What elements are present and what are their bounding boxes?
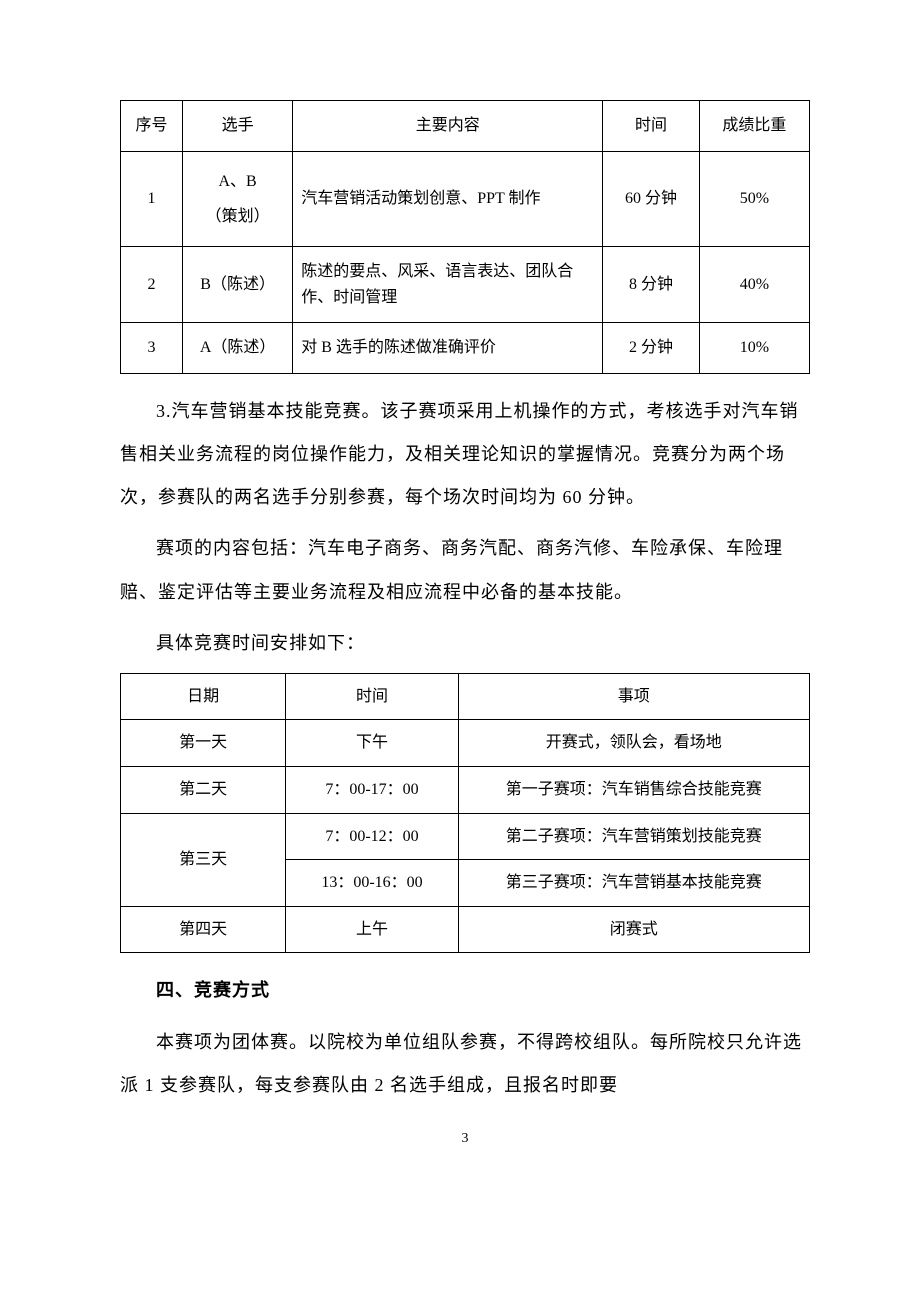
table-row: 第四天 上午 闭赛式 (121, 906, 810, 953)
th-time: 时间 (603, 101, 699, 152)
cell-content: 汽车营销活动策划创意、PPT 制作 (293, 151, 603, 246)
cell-seq: 3 (121, 323, 183, 374)
paragraph-3: 具体竞赛时间安排如下： (120, 622, 810, 665)
page-number: 3 (120, 1131, 810, 1147)
heading-4: 四、竞赛方式 (120, 969, 810, 1012)
table-row: 1 A、B （策划） 汽车营销活动策划创意、PPT 制作 60 分钟 50% (121, 151, 810, 246)
cell-item: 第二子赛项：汽车营销策划技能竞赛 (458, 813, 809, 860)
cell-day: 第三天 (121, 813, 286, 906)
cell-item: 第一子赛项：汽车销售综合技能竞赛 (458, 767, 809, 814)
cell-player: A、B （策划） (183, 151, 293, 246)
document-page: 序号 选手 主要内容 时间 成绩比重 1 A、B （策划） 汽车营销活动策划创意、… (0, 0, 920, 1187)
cell-time: 2 分钟 (603, 323, 699, 374)
table-competition-1: 序号 选手 主要内容 时间 成绩比重 1 A、B （策划） 汽车营销活动策划创意、… (120, 100, 810, 374)
cell-item: 闭赛式 (458, 906, 809, 953)
table-row: 第三天 7：00-12：00 第二子赛项：汽车营销策划技能竞赛 (121, 813, 810, 860)
cell-text: A、B (219, 173, 257, 190)
table-row: 第一天 下午 开赛式，领队会，看场地 (121, 720, 810, 767)
paragraph-1: 3.汽车营销基本技能竞赛。该子赛项采用上机操作的方式，考核选手对汽车销售相关业务… (120, 390, 810, 520)
table-schedule: 日期 时间 事项 第一天 下午 开赛式，领队会，看场地 第二天 7：00-17：… (120, 673, 810, 954)
cell-seq: 2 (121, 246, 183, 322)
cell-time: 60 分钟 (603, 151, 699, 246)
th-seq: 序号 (121, 101, 183, 152)
cell-player: A（陈述） (183, 323, 293, 374)
th-content: 主要内容 (293, 101, 603, 152)
table-row: 2 B（陈述） 陈述的要点、风采、语言表达、团队合作、时间管理 8 分钟 40% (121, 246, 810, 322)
cell-time: 7：00-17：00 (286, 767, 458, 814)
th-weight: 成绩比重 (699, 101, 809, 152)
cell-time: 7：00-12：00 (286, 813, 458, 860)
cell-content: 陈述的要点、风采、语言表达、团队合作、时间管理 (293, 246, 603, 322)
cell-day: 第四天 (121, 906, 286, 953)
th-date: 日期 (121, 673, 286, 720)
cell-time: 8 分钟 (603, 246, 699, 322)
th-time: 时间 (286, 673, 458, 720)
table-row: 日期 时间 事项 (121, 673, 810, 720)
th-player: 选手 (183, 101, 293, 152)
paragraph-2: 赛项的内容包括：汽车电子商务、商务汽配、商务汽修、车险承保、车险理赔、鉴定评估等… (120, 527, 810, 613)
cell-player: B（陈述） (183, 246, 293, 322)
cell-content: 对 B 选手的陈述做准确评价 (293, 323, 603, 374)
cell-weight: 50% (699, 151, 809, 246)
cell-item: 开赛式，领队会，看场地 (458, 720, 809, 767)
cell-weight: 10% (699, 323, 809, 374)
paragraph-4: 本赛项为团体赛。以院校为单位组队参赛，不得跨校组队。每所院校只允许选派 1 支参… (120, 1021, 810, 1107)
cell-item: 第三子赛项：汽车营销基本技能竞赛 (458, 860, 809, 907)
table-row: 3 A（陈述） 对 B 选手的陈述做准确评价 2 分钟 10% (121, 323, 810, 374)
cell-time: 下午 (286, 720, 458, 767)
cell-weight: 40% (699, 246, 809, 322)
cell-time: 上午 (286, 906, 458, 953)
table-row: 第二天 7：00-17：00 第一子赛项：汽车销售综合技能竞赛 (121, 767, 810, 814)
cell-text: （策划） (206, 208, 270, 225)
th-item: 事项 (458, 673, 809, 720)
cell-seq: 1 (121, 151, 183, 246)
cell-day: 第二天 (121, 767, 286, 814)
table-row: 序号 选手 主要内容 时间 成绩比重 (121, 101, 810, 152)
cell-time: 13：00-16：00 (286, 860, 458, 907)
cell-day: 第一天 (121, 720, 286, 767)
